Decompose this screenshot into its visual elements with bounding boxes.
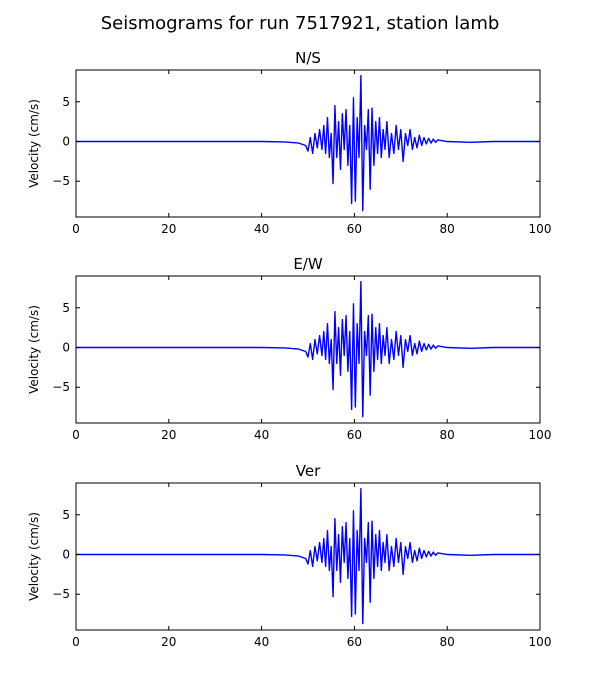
x-tick-label: 60 bbox=[347, 428, 362, 442]
panel-ver: Ver Velocity (cm/s) 0 20 40 60 80 100 5 0 −5 bbox=[27, 462, 551, 649]
x-tick-label: 60 bbox=[347, 635, 362, 649]
panel-ns: N/S Velocity (cm/s) 0 20 40 60 80 100 5 0 −5 bbox=[27, 49, 551, 236]
series-line-ew bbox=[76, 280, 540, 418]
axes-frame-ew bbox=[75, 275, 541, 424]
x-tick-label: 20 bbox=[161, 635, 176, 649]
x-tick-label: 40 bbox=[254, 222, 269, 236]
x-tick-label: 40 bbox=[254, 428, 269, 442]
series-line-ver bbox=[76, 487, 540, 625]
x-tick-label: 100 bbox=[529, 635, 552, 649]
panel-title-ver: Ver bbox=[296, 462, 321, 480]
axes-frame-ns bbox=[75, 69, 541, 218]
x-tick-label: 20 bbox=[161, 428, 176, 442]
x-tick-label: 60 bbox=[347, 222, 362, 236]
axes-frame-ver bbox=[75, 482, 541, 631]
x-tick-label: 80 bbox=[440, 222, 455, 236]
series-line-ns bbox=[76, 74, 540, 212]
y-tick-label: 0 bbox=[62, 135, 70, 149]
panel-title-ew: E/W bbox=[293, 255, 323, 273]
x-tick-label: 100 bbox=[529, 222, 552, 236]
y-axis-label-ew: Velocity (cm/s) bbox=[27, 305, 41, 394]
y-axis-label-ns: Velocity (cm/s) bbox=[27, 99, 41, 188]
x-tick-label: 0 bbox=[72, 222, 80, 236]
x-tick-label: 100 bbox=[529, 428, 552, 442]
y-tick-label: −5 bbox=[52, 380, 70, 394]
y-tick-label: 0 bbox=[62, 548, 70, 562]
x-tick-label: 0 bbox=[72, 635, 80, 649]
y-tick-label: 5 bbox=[62, 508, 70, 522]
figure-title: Seismograms for run 7517921, station lam… bbox=[101, 13, 500, 34]
y-tick-label: −5 bbox=[52, 587, 70, 601]
x-tick-label: 40 bbox=[254, 635, 269, 649]
x-tick-label: 0 bbox=[72, 428, 80, 442]
y-tick-label: 0 bbox=[62, 341, 70, 355]
panel-title-ns: N/S bbox=[295, 49, 321, 67]
x-tick-label: 80 bbox=[440, 635, 455, 649]
x-tick-label: 20 bbox=[161, 222, 176, 236]
y-tick-label: 5 bbox=[62, 301, 70, 315]
y-axis-label-ver: Velocity (cm/s) bbox=[27, 512, 41, 601]
panel-ew: E/W Velocity (cm/s) 0 20 40 60 80 100 5 0 −5 bbox=[27, 255, 551, 442]
y-tick-label: 5 bbox=[62, 95, 70, 109]
x-tick-label: 80 bbox=[440, 428, 455, 442]
y-tick-label: −5 bbox=[52, 174, 70, 188]
